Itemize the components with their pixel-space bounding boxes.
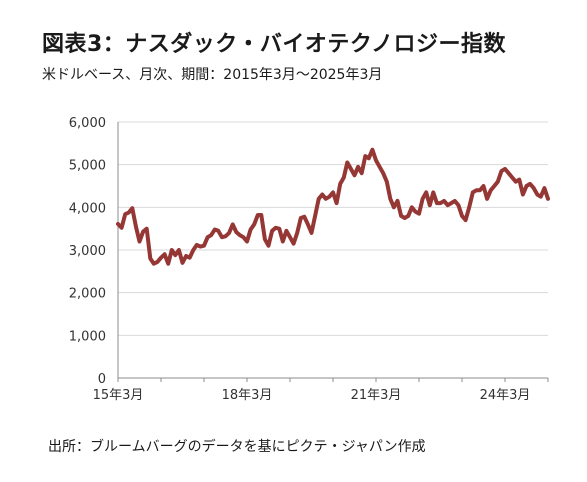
series-line bbox=[116, 147, 550, 266]
y-tick-label: 0 bbox=[98, 372, 106, 387]
y-tick-label: 5,000 bbox=[69, 159, 106, 174]
x-tick-label: 24年3月 bbox=[480, 388, 531, 403]
y-tick-label: 4,000 bbox=[69, 201, 106, 216]
y-tick-label: 3,000 bbox=[69, 244, 106, 259]
series-layer bbox=[116, 147, 550, 266]
chart-title: 図表3：ナスダック・バイオテクノロジー指数 bbox=[42, 32, 507, 57]
y-tick-label: 6,000 bbox=[69, 116, 106, 131]
x-tick-label: 21年3月 bbox=[351, 388, 402, 403]
x-tick-labels: 15年3月 18年3月 21年3月 24年3月 bbox=[93, 388, 531, 403]
chart-subtitle: 米ドルベース、月次、期間：2015年3月～2025年3月 bbox=[42, 67, 383, 83]
gridlines bbox=[118, 121, 548, 336]
y-tick-labels: 0 1,000 2,000 3,000 4,000 5,000 6,000 bbox=[69, 116, 106, 387]
source-note: 出所：ブルームバーグのデータを基にピクテ・ジャパン作成 bbox=[48, 439, 426, 455]
y-tick-label: 1,000 bbox=[69, 329, 106, 344]
axes bbox=[117, 122, 549, 382]
x-tick-label: 18年3月 bbox=[222, 388, 273, 403]
y-tick-label: 2,000 bbox=[69, 287, 106, 302]
x-tick-label: 15年3月 bbox=[93, 388, 144, 403]
